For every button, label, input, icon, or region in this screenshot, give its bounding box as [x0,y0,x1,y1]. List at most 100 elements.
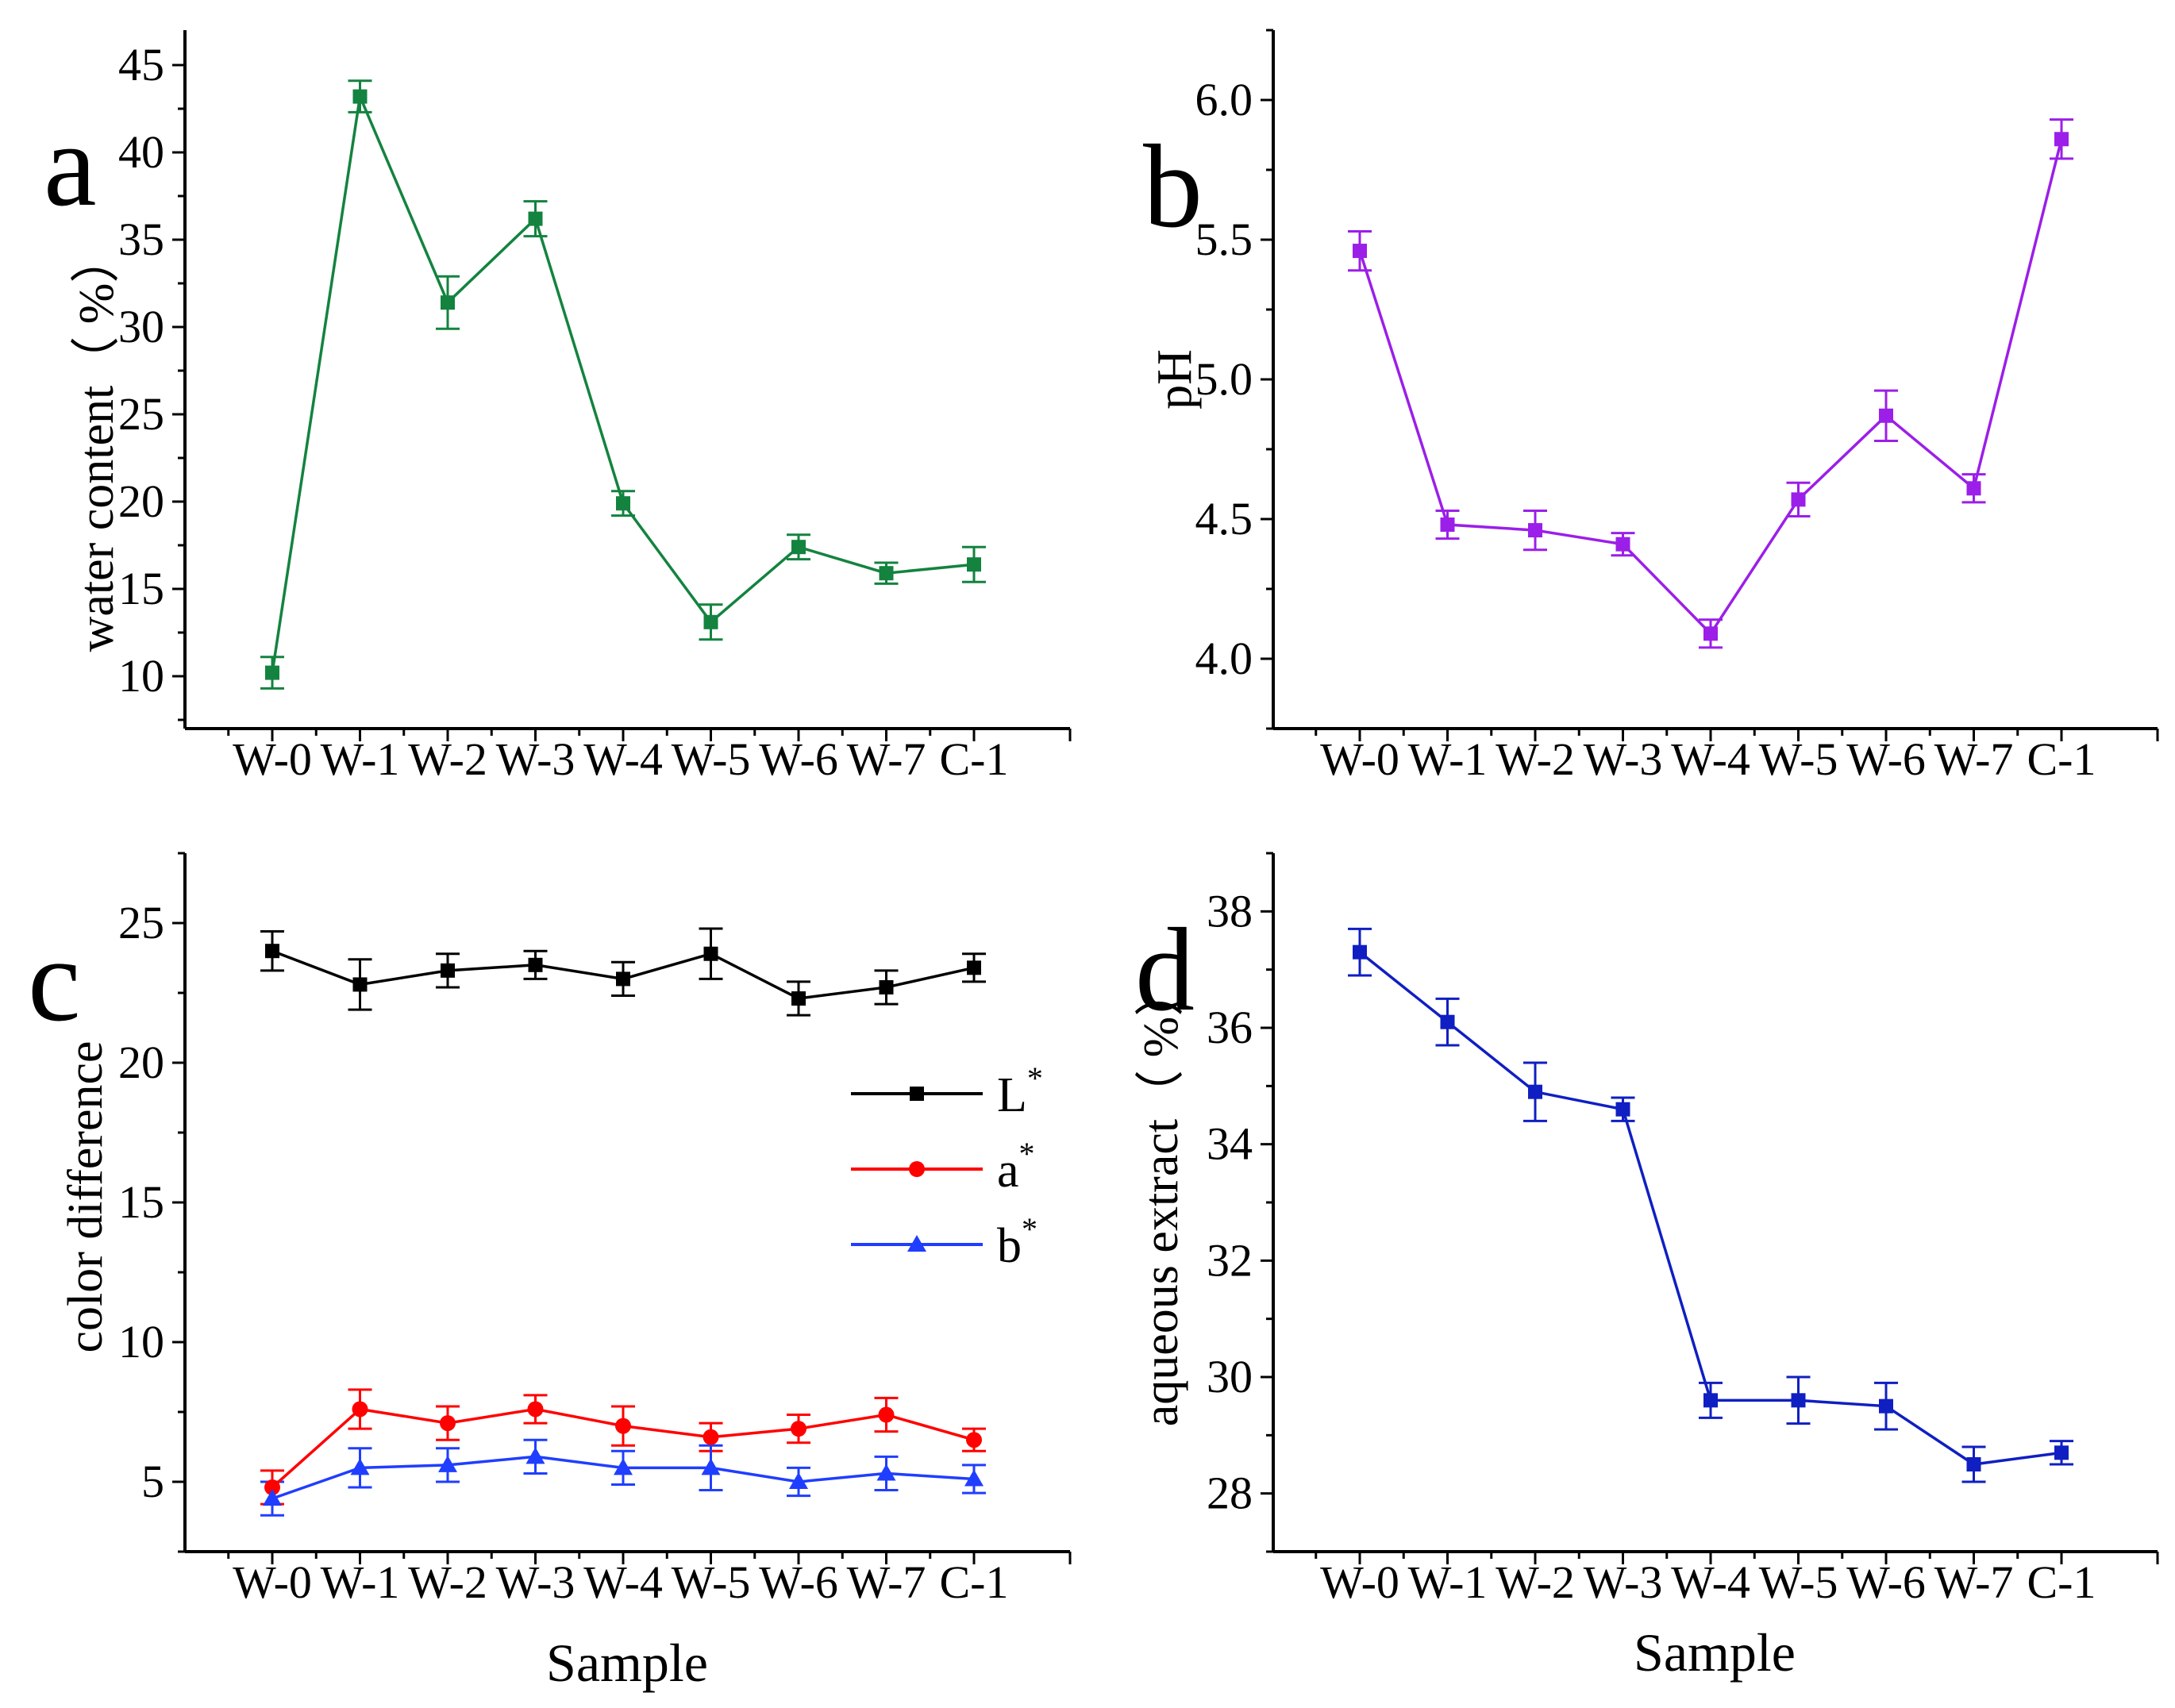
data-point [703,946,718,961]
data-point [2054,132,2069,147]
legend-marker [907,1235,926,1252]
data-point [264,1479,280,1496]
legend-label: b* [997,1211,1037,1273]
data-point [528,957,543,972]
panel-d-aqueous-extract-chart: 28 30 32 34 36 38 W-0 W-1 W-2 W-3 W-4 W-5 W-6 W-7 C-1… [1134,852,2159,1683]
data-point [1966,481,1981,496]
data-point [441,963,455,978]
y-tick-label: 25 [118,388,164,440]
x-tick-label: W-6 [1846,1556,1926,1608]
y-tick-label: 10 [118,650,164,702]
x-tick-label: W-2 [1496,1556,1575,1608]
data-point [1703,626,1718,641]
panel-label-a: a [44,99,97,231]
data-point [879,566,894,581]
data-point [791,991,806,1006]
data-point [876,1464,896,1481]
y-tick-label: 5.5 [1195,213,1253,265]
x-tick-label: W-2 [408,733,487,785]
x-tick-label: W-2 [1496,733,1575,785]
x-tick-label: W-5 [672,1556,751,1608]
data-point [1791,1393,1806,1408]
x-tick-label: W-7 [847,733,926,785]
legend: L* a* b* [851,1060,1043,1273]
x-tick-label: W-1 [1408,1556,1488,1608]
x-tick-label: W-4 [583,733,663,785]
y-tick-label: 32 [1207,1234,1253,1286]
data-point [701,1458,721,1475]
y-axis-title: color difference [59,1041,113,1352]
panel-a-water-content-chart: 10 15 20 25 30 35 40 45 W-0 W-1 W-2 W-3 W-4 W-5 W-6 W-… [44,30,1072,785]
panel-label-d: d [1135,904,1195,1036]
y-tick-label: 15 [118,563,164,614]
y-tick-label: 36 [1207,1002,1253,1053]
data-point [615,1418,631,1434]
data-point [879,979,894,994]
legend-label: L* [997,1060,1043,1122]
y-tick-label: 35 [118,213,164,265]
data-point [967,960,981,975]
panel-label-b: b [1143,121,1203,252]
x-tick-label: C-1 [2027,733,2096,785]
y-axis-title: aqueous extract（ %） [1134,967,1188,1426]
y-axis-title: water content（ %） [70,234,124,652]
y-tick-label: 45 [118,39,164,90]
x-tick-label: W-3 [1584,1556,1663,1608]
data-point [791,1421,806,1437]
x-tick-label: W-4 [1671,733,1750,785]
data-point [1528,523,1542,538]
data-point [528,211,543,226]
data-point [1528,1084,1542,1099]
data-point [350,1458,370,1475]
x-tick-label: W-7 [847,1556,926,1608]
data-point [438,1455,457,1472]
legend-label: a* [997,1136,1035,1198]
legend-marker [910,1087,924,1101]
x-tick-label: W-0 [233,1556,312,1608]
y-tick-label: 38 [1207,885,1253,937]
data-point [1353,944,1367,960]
y-tick-label: 20 [118,475,164,527]
y-tick-label: 5 [141,1456,164,1507]
y-tick-label: 30 [118,301,164,352]
y-tick-label: 4.5 [1195,493,1253,544]
data-point [263,1489,282,1506]
x-tick-label: W-0 [1320,1556,1399,1608]
x-tick-label: W-1 [321,1556,400,1608]
data-point [964,1469,984,1487]
data-point [789,1472,808,1489]
data-point [1791,492,1806,507]
data-point [1353,244,1367,259]
series-line-water-content [271,91,975,673]
data-point [525,1447,545,1464]
data-point [791,540,806,555]
x-tick-label: W-3 [1584,733,1663,785]
data-point [1879,1398,1893,1414]
x-tick-label: W-4 [583,1556,663,1608]
data-point [878,1406,895,1423]
y-tick-label: 30 [1207,1351,1253,1402]
data-point [265,944,279,959]
x-tick-label: W-0 [1320,733,1399,785]
data-point [527,1401,544,1418]
x-tick-label: W-5 [672,733,751,785]
data-point [616,496,630,511]
y-tick-label: 34 [1207,1118,1253,1170]
y-tick-label: 28 [1207,1468,1253,1519]
x-tick-label: C-1 [940,733,1009,785]
data-point [967,557,981,572]
legend-marker [909,1161,925,1177]
data-point [352,1401,368,1418]
legend-item: L* [851,1060,1043,1122]
data-point [1615,1102,1630,1117]
x-tick-label: W-2 [408,1556,487,1608]
x-tick-label: W-6 [759,733,838,785]
x-tick-label: W-6 [1846,733,1926,785]
data-point [1615,537,1630,552]
legend-item: b* [851,1211,1037,1273]
x-tick-label: W-5 [1759,1556,1838,1608]
data-point [1966,1457,1981,1471]
data-point [352,977,368,992]
x-tick-label: W-5 [1759,733,1838,785]
